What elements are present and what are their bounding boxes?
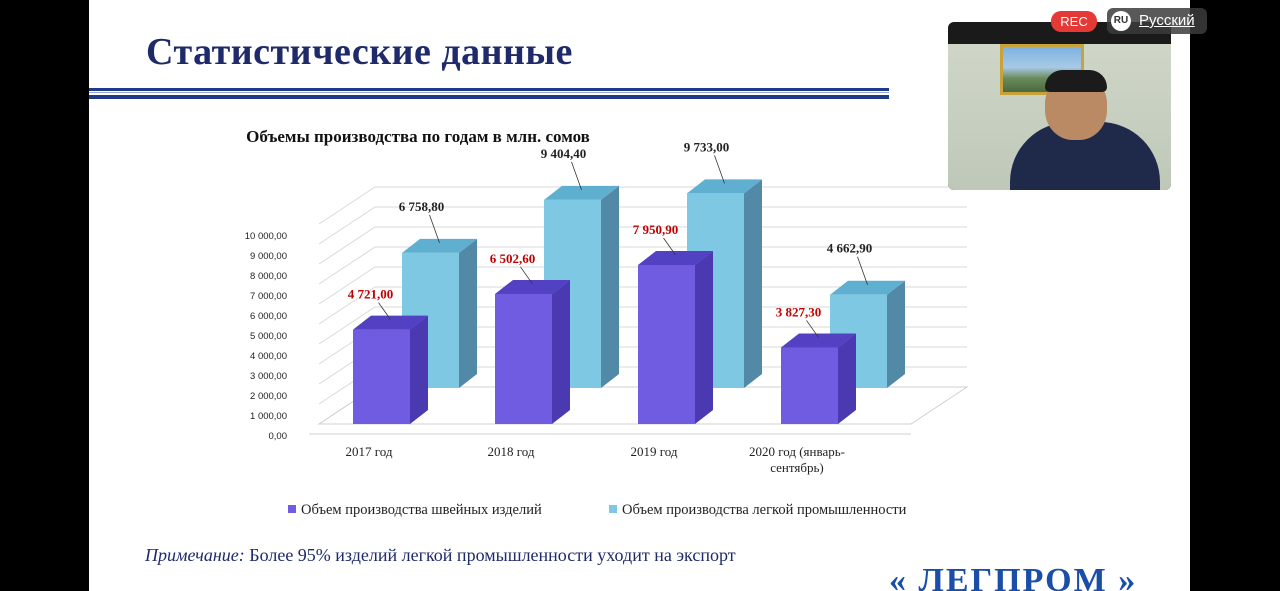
x-category-label: 2017 год xyxy=(346,444,393,459)
label-leader xyxy=(520,266,533,285)
chart-title: Объемы производства по годам в млн. сомо… xyxy=(246,127,590,146)
legend-swatch xyxy=(288,505,296,513)
legprom-logo: « ЛЕГПРОМ » xyxy=(889,562,1138,591)
label-leader xyxy=(571,161,582,191)
gridline-diagonal xyxy=(318,186,376,225)
data-label-series-1: 4 721,00 xyxy=(348,287,394,302)
language-code-icon: RU xyxy=(1111,11,1131,31)
x-category-label: 2019 год xyxy=(631,444,678,459)
slide-title: Статистические данные xyxy=(146,31,573,73)
gridline-diagonal xyxy=(318,226,376,265)
bar-series-1 xyxy=(353,315,428,424)
data-label-series-2: 9 733,00 xyxy=(684,139,730,154)
production-chart: Объемы производства по годам в млн. сомо… xyxy=(245,127,969,518)
legend-label: Объем производства швейных изделий xyxy=(301,502,542,518)
legend-label: Объем производства легкой промышленности xyxy=(622,502,907,518)
speaker-hair xyxy=(1045,70,1107,92)
data-label-series-2: 6 758,80 xyxy=(399,199,445,214)
footnote-label: Примечание: xyxy=(145,545,245,565)
y-tick-label: 0,00 xyxy=(269,431,288,442)
gridline-diagonal xyxy=(318,246,376,285)
label-leader xyxy=(429,214,440,243)
x-category-label: 2018 год xyxy=(488,444,535,459)
bar-series-2 xyxy=(544,185,619,388)
data-label-series-1: 3 827,30 xyxy=(776,304,822,319)
webcam-video xyxy=(948,44,1171,190)
data-label-series-1: 6 502,60 xyxy=(490,251,536,266)
webcam-overlay[interactable] xyxy=(948,22,1171,190)
language-selector[interactable]: RU Русский xyxy=(1107,8,1207,34)
x-category-label: 2020 год (январь-сентябрь) xyxy=(749,444,845,475)
bar-series-1 xyxy=(495,279,570,424)
y-tick-label: 5 000,00 xyxy=(250,331,287,342)
bar-series-1 xyxy=(638,250,713,424)
label-leader xyxy=(857,256,868,285)
y-tick-label: 6 000,00 xyxy=(250,311,287,322)
label-leader xyxy=(378,302,391,320)
y-tick-label: 4 000,00 xyxy=(250,351,287,362)
y-tick-label: 8 000,00 xyxy=(250,271,287,282)
legend-swatch xyxy=(609,505,617,513)
label-leader xyxy=(714,155,725,184)
gridline-diagonal xyxy=(318,206,376,245)
footnote: Примечание: Более 95% изделий легкой про… xyxy=(145,545,736,566)
title-rule-top xyxy=(89,88,889,91)
label-leader xyxy=(663,237,676,256)
rec-badge[interactable]: REC xyxy=(1051,11,1097,32)
label-leader xyxy=(806,320,819,338)
title-rule-middle xyxy=(89,92,889,93)
y-tick-label: 10 000,00 xyxy=(245,231,287,242)
gridline-diagonal xyxy=(318,306,376,345)
gridline-diagonal xyxy=(318,266,376,305)
data-label-series-2: 9 404,40 xyxy=(541,146,587,161)
y-tick-label: 1 000,00 xyxy=(250,411,287,422)
data-label-series-2: 4 662,90 xyxy=(827,241,873,256)
gridline-diagonal xyxy=(318,286,376,325)
title-rule-bottom xyxy=(89,95,889,99)
footnote-text: Более 95% изделий легкой промышленности … xyxy=(244,545,736,565)
y-tick-label: 7 000,00 xyxy=(250,291,287,302)
y-tick-label: 2 000,00 xyxy=(250,391,287,402)
y-tick-label: 3 000,00 xyxy=(250,371,287,382)
language-label[interactable]: Русский xyxy=(1139,12,1195,29)
y-tick-label: 9 000,00 xyxy=(250,251,287,262)
bar-series-1 xyxy=(781,333,856,424)
data-label-series-1: 7 950,90 xyxy=(633,222,679,237)
